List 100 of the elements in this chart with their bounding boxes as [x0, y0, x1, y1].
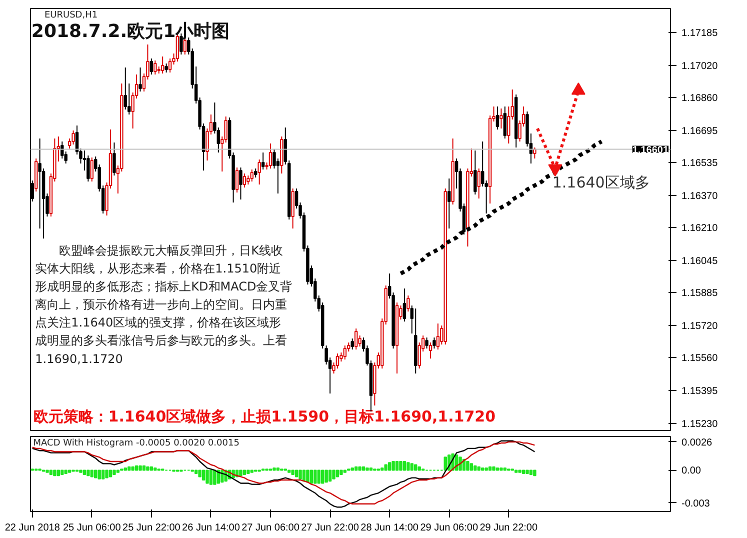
bar: [86, 470, 90, 476]
bar: [53, 470, 56, 476]
y-tick-label: 0.0026: [682, 437, 713, 448]
y-tick-label: 1.15720: [682, 321, 718, 332]
bar: [98, 470, 101, 480]
candlestick: [72, 130, 75, 145]
candlestick: [268, 143, 272, 169]
bar: [124, 468, 127, 471]
bar: [276, 468, 280, 471]
bar: [82, 470, 86, 476]
bar: [213, 470, 216, 485]
candlestick: [112, 142, 116, 176]
bar: [127, 466, 131, 471]
candlestick: [447, 178, 451, 229]
bar: [410, 463, 414, 471]
candlestick: [402, 288, 406, 322]
bar: [470, 463, 474, 471]
bar: [94, 470, 98, 478]
bar: [49, 470, 53, 476]
bar: [294, 470, 298, 478]
y-tick-label: 1.16860: [682, 93, 718, 104]
bar: [246, 470, 250, 474]
y-tick-label: 1.15885: [682, 288, 718, 299]
bar: [320, 470, 324, 484]
bar: [60, 470, 64, 476]
bar: [112, 470, 116, 476]
y-tick-label: 1.16210: [682, 223, 718, 234]
bar: [146, 466, 150, 471]
bar: [298, 470, 302, 480]
candlestick: [168, 58, 172, 73]
bar: [291, 470, 294, 476]
candlestick: [425, 337, 428, 349]
bar: [477, 466, 480, 471]
chart-title: MACD With Histogram -0.0005 0.0020 0.0015: [33, 438, 240, 448]
bar: [131, 466, 134, 471]
bar: [105, 470, 108, 478]
bar: [154, 468, 157, 471]
x-tick-label: 29 Jun 22:00: [480, 522, 538, 534]
bar: [209, 470, 213, 485]
bar: [358, 466, 362, 471]
y-tick-label: 1.16045: [682, 256, 718, 267]
line-series: [398, 140, 604, 276]
candlestick: [235, 167, 239, 193]
bar: [395, 461, 399, 471]
bar: [101, 470, 105, 480]
bar: [202, 470, 206, 480]
candlestick: [250, 169, 254, 182]
bar: [384, 464, 388, 471]
x-tick-label: 27 Jun 22:00: [301, 522, 360, 534]
y-tick-label: 1.17020: [682, 61, 718, 72]
bar: [343, 470, 347, 473]
bar: [366, 468, 369, 471]
candlestick: [150, 58, 154, 75]
bar: [529, 470, 533, 476]
x-tick-label: 25 Jun 22:00: [122, 522, 181, 534]
x-tick-label: 27 Jun 06:00: [242, 522, 300, 534]
bar: [388, 462, 392, 471]
annotation: 1.1640区域多: [552, 174, 650, 192]
bar: [239, 470, 242, 476]
candlestick: [358, 335, 362, 347]
bar: [480, 468, 484, 471]
bar: [46, 470, 49, 473]
bar: [272, 468, 276, 471]
bar: [314, 470, 317, 484]
bar: [503, 468, 507, 471]
bar: [306, 470, 310, 483]
y-tick-label: 1.15560: [682, 353, 718, 364]
bar: [500, 468, 503, 471]
text: 2018.7.2.欧元1小时图: [31, 21, 230, 42]
bar: [310, 470, 314, 484]
candlestick: [160, 56, 164, 74]
bar: [399, 461, 402, 471]
candlestick: [432, 337, 436, 349]
bar: [533, 470, 536, 476]
candlestick: [474, 150, 477, 195]
bar: [336, 470, 340, 478]
bar: [142, 465, 146, 471]
candlestick: [406, 295, 410, 312]
bar: [474, 465, 477, 471]
bar: [287, 470, 291, 473]
candlestick: [90, 157, 94, 182]
candlestick: [480, 141, 484, 187]
bar: [317, 470, 320, 484]
candlestick: [343, 345, 347, 360]
candlestick: [258, 159, 261, 185]
x-tick-label: 25 Jun 06:00: [62, 522, 122, 534]
bar: [392, 461, 395, 471]
bar: [514, 470, 518, 473]
bar: [492, 466, 496, 471]
candlestick: [138, 67, 142, 92]
candlestick: [428, 342, 432, 359]
y-tick-label: -0.003: [682, 498, 710, 510]
bar: [138, 465, 142, 471]
candlestick: [350, 338, 354, 350]
bar: [350, 468, 354, 471]
y-tick-label: 0.00: [682, 466, 702, 477]
bar: [522, 470, 526, 474]
bar: [332, 470, 336, 480]
bar: [198, 470, 202, 478]
y-tick-label: 1.15395: [682, 386, 718, 397]
